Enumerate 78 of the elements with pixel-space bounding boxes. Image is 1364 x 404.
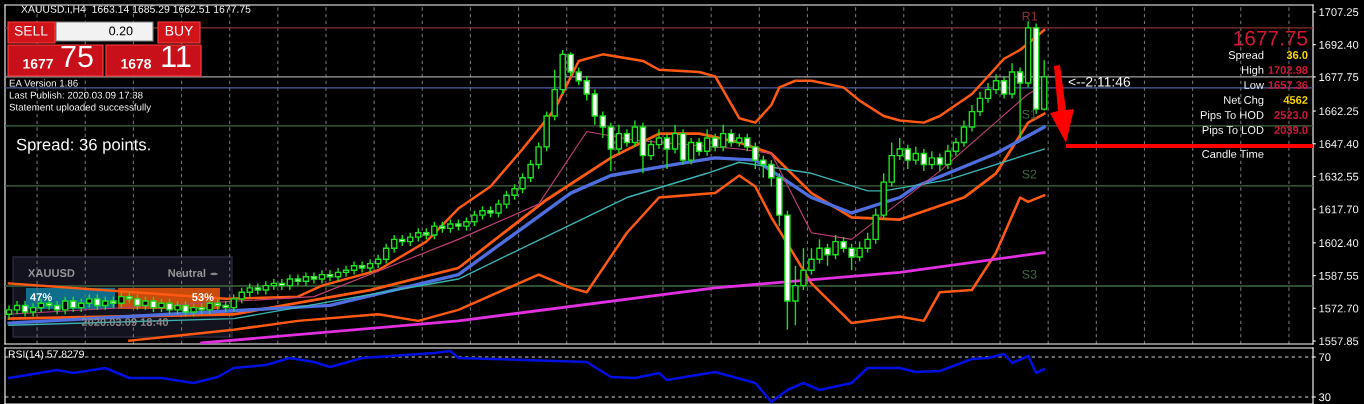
- candlestick: [984, 82, 992, 104]
- candlestick: [382, 243, 390, 265]
- annotation: Neutral: [168, 268, 206, 277]
- annotation: 1677: [23, 58, 53, 69]
- annotation: High: [1242, 65, 1264, 77]
- annotation: 2523.0: [1274, 111, 1308, 119]
- annotation: 1702.98: [1268, 66, 1308, 74]
- candlestick: [992, 73, 1000, 95]
- annotation: EA Version 1.86: [9, 79, 78, 87]
- annotation: BUY: [165, 26, 193, 36]
- candlestick: [944, 143, 952, 170]
- y-tick-label: 1707.25: [1319, 8, 1359, 17]
- annotation: Spread: [1228, 50, 1264, 62]
- annotation: Pips To LOD: [1202, 125, 1264, 137]
- ref-line-label: S3: [1022, 269, 1037, 279]
- candlestick: [358, 260, 366, 274]
- y-tick-label: 70: [1319, 353, 1331, 362]
- candlestick: [647, 139, 655, 161]
- y-tick-label: 1602.40: [1319, 239, 1359, 248]
- annotation: 75: [61, 45, 93, 68]
- candlestick: [591, 88, 599, 126]
- candlestick: [687, 137, 695, 166]
- candlestick: [719, 124, 727, 152]
- candlestick: [631, 119, 639, 148]
- y-tick-label: 1632.55: [1319, 172, 1359, 181]
- candlestick: [583, 75, 591, 102]
- annotation: Low: [1244, 81, 1265, 89]
- y-tick-label: 30: [1318, 393, 1331, 402]
- ref-line-label: S2: [1022, 169, 1037, 179]
- annotation: 1677.75: [1234, 30, 1308, 46]
- ref-line-label: S1: [1022, 109, 1037, 119]
- candlestick: [920, 148, 928, 172]
- y-tick-label: 1677.75: [1319, 73, 1359, 82]
- candlestick: [1016, 66, 1024, 139]
- annotation: 2039.0: [1274, 126, 1308, 134]
- annotation: Pips To HOD: [1200, 110, 1264, 122]
- y-tick-label: 1617.70: [1319, 205, 1359, 214]
- ref-line-label: R1: [1022, 11, 1038, 21]
- candlestick: [599, 110, 607, 139]
- candlestick: [960, 119, 968, 148]
- candlestick: [615, 124, 623, 155]
- annotation: Spread: 36 points.: [16, 138, 150, 154]
- candlestick: [655, 128, 663, 150]
- annotation: 11: [162, 45, 191, 67]
- chart-title: XAUUSD.i,H4 1663.14 1685.29 1662.51 1677.75: [21, 5, 251, 15]
- candlestick: [703, 128, 711, 157]
- annotation: 47%: [30, 293, 52, 301]
- candlestick: [976, 91, 984, 117]
- chart-title: RSI(14) 57.8279: [8, 350, 84, 360]
- annotation: 36.0: [1286, 51, 1308, 59]
- annotation: XAUUSD: [28, 269, 75, 277]
- y-tick-label: 1557.85: [1319, 337, 1359, 346]
- y-tick-label: 1662.25: [1319, 107, 1359, 116]
- annotation: 4562: [1283, 96, 1308, 104]
- y-tick-label: 1572.70: [1319, 304, 1359, 313]
- candlestick: [294, 273, 302, 287]
- candlestick: [607, 121, 615, 172]
- y-tick-label: 1647.40: [1319, 140, 1359, 148]
- annotation: Candle Time: [1202, 149, 1264, 158]
- annotation: SELL: [14, 25, 48, 36]
- annotation: Last Publish: 2020.03.09 17:38: [9, 91, 143, 99]
- candlestick: [1008, 62, 1016, 100]
- line-series: [7, 28, 1046, 301]
- annotation: 53%: [192, 293, 214, 301]
- candlestick: [968, 104, 976, 133]
- annotation: 0.20: [109, 26, 133, 36]
- y-tick-label: 1587.55: [1319, 271, 1359, 280]
- candlestick: [663, 132, 671, 170]
- annotation: 1678: [121, 58, 152, 69]
- annotation: <--2:11:46: [1068, 76, 1131, 87]
- candlestick: [326, 269, 334, 282]
- candlestick: [671, 124, 679, 155]
- y-tick-label: 1692.40: [1319, 40, 1359, 49]
- line-series: [7, 349, 1046, 404]
- annotation: Statement uploaded successfully: [9, 103, 152, 113]
- annotation: Net Chg: [1224, 95, 1264, 107]
- candlestick: [310, 271, 318, 285]
- candlestick: [1000, 75, 1008, 100]
